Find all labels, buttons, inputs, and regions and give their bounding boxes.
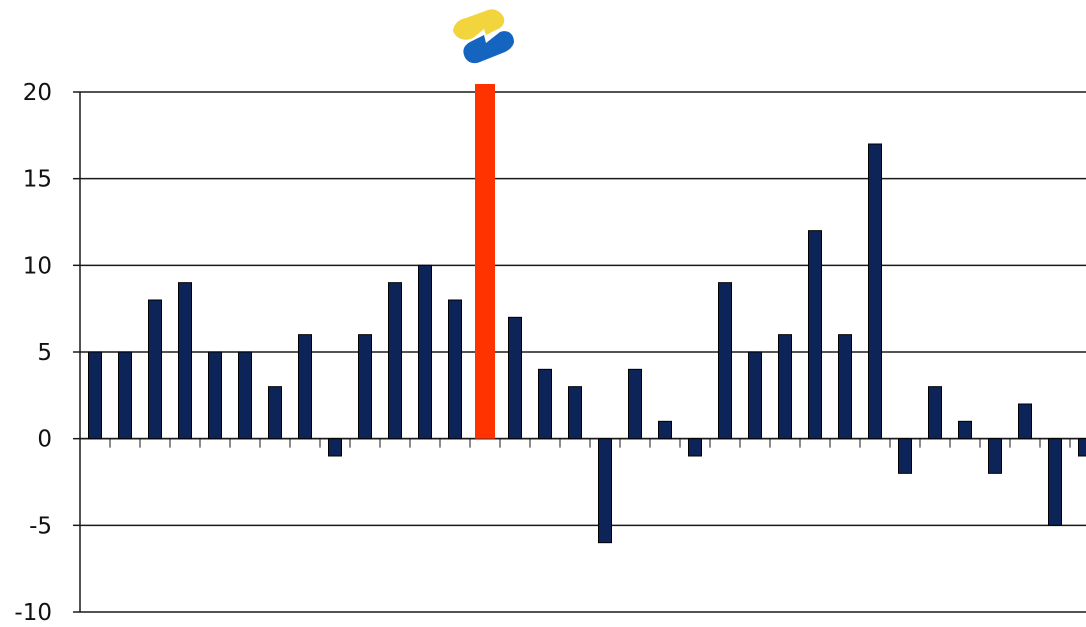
bar (208, 351, 222, 440)
bar (358, 334, 372, 440)
y-tick-label: -10 (14, 600, 52, 626)
logo-blue-shape (463, 31, 514, 64)
bar (418, 264, 432, 440)
bar (268, 386, 282, 440)
bar (148, 299, 162, 440)
bar (988, 438, 1002, 474)
bar (658, 420, 672, 440)
bar (328, 438, 342, 457)
bars (88, 143, 1086, 544)
bar (928, 386, 942, 440)
bar (898, 438, 912, 474)
bar (538, 368, 552, 440)
bar (508, 316, 522, 440)
bar (1018, 403, 1032, 440)
bar (628, 368, 642, 440)
y-tick-labels: -10 -5 0 5 10 15 20 (14, 80, 52, 626)
bar (778, 334, 792, 440)
bar (178, 282, 192, 440)
highlight-marker (475, 84, 495, 439)
y-tick-label: 10 (23, 253, 52, 279)
bar (598, 438, 612, 544)
bar (1048, 438, 1062, 526)
bar (1078, 438, 1086, 457)
bar (688, 438, 702, 457)
bar (838, 334, 852, 440)
bar (238, 351, 252, 440)
logo-yellow-shape (453, 9, 505, 40)
grid-lines (80, 91, 1086, 613)
bar (808, 230, 822, 440)
marker-bar (475, 84, 495, 439)
y-tick-label: 0 (37, 427, 52, 453)
y-tick-label: 5 (37, 340, 52, 366)
y-tick-label: 15 (23, 167, 52, 193)
logo-icon (453, 9, 514, 64)
bar (568, 386, 582, 440)
bar (118, 351, 132, 440)
y-tick-label: 20 (23, 80, 52, 106)
bar (388, 282, 402, 440)
bar (88, 351, 102, 440)
bar (958, 420, 972, 440)
y-tick-label: -5 (29, 513, 52, 539)
bar (748, 351, 762, 440)
bar (868, 143, 882, 440)
bar (448, 299, 462, 440)
bar (718, 282, 732, 440)
bar (298, 334, 312, 440)
